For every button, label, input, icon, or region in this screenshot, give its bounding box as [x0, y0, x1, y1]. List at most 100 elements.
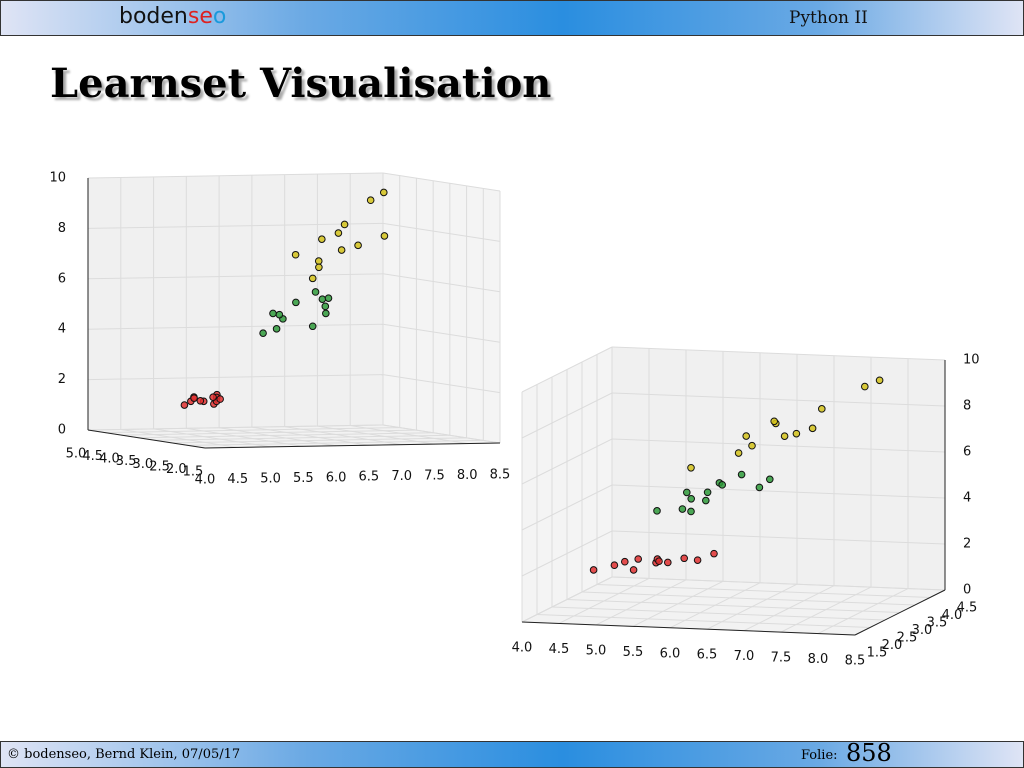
data-point: [380, 232, 389, 240]
grid-line: [87, 374, 384, 381]
grid-line: [154, 434, 450, 441]
data-point: [808, 424, 817, 433]
grid-line: [104, 427, 400, 434]
data-point: [629, 566, 638, 574]
data-point: [621, 557, 629, 566]
copyright: © bodenseo, Bernd Klein, 07/05/17: [7, 747, 241, 762]
z-tick-label: 6: [58, 271, 66, 286]
data-point: [792, 429, 801, 438]
data-point: [770, 417, 779, 426]
x-tick-label: 5.0: [260, 471, 281, 486]
z-tick-label: 10: [963, 353, 980, 368]
x-tick-label: 6.0: [326, 470, 347, 485]
data-point: [318, 295, 327, 303]
data-point: [655, 557, 663, 565]
data-point: [687, 495, 696, 503]
y-tick-label: 3.0: [912, 623, 933, 638]
x-tick-label: 8.5: [490, 468, 511, 483]
data-point: [755, 483, 764, 492]
data-point: [683, 488, 691, 497]
data-point: [308, 322, 317, 331]
data-point: [366, 196, 375, 205]
data-point: [259, 329, 267, 337]
x-tick-label: 6.5: [697, 648, 718, 663]
x-tick-label: 6.5: [359, 470, 380, 485]
data-point: [710, 549, 718, 558]
x-tick-label: 6.0: [660, 646, 681, 661]
x-tick-label: 4.0: [512, 641, 533, 656]
y-tick-label: 2.5: [897, 631, 918, 646]
logo-part: boden: [119, 4, 188, 29]
axis-line: [87, 429, 206, 449]
data-point: [634, 555, 643, 563]
grid-line: [521, 438, 613, 485]
slide-label: Folie:: [801, 748, 838, 763]
z-tick-label: 8: [963, 399, 971, 414]
data-point: [379, 188, 388, 197]
grid-line: [611, 438, 946, 453]
data-point: [687, 463, 695, 472]
data-point: [875, 376, 884, 385]
x-tick-label: 5.0: [586, 643, 607, 658]
data-point: [311, 288, 320, 296]
x-tick-label: 8.5: [845, 654, 866, 669]
grid-line: [611, 484, 946, 499]
y-tick-label: 4.0: [99, 452, 120, 467]
logo-part: se: [187, 4, 213, 29]
x-tick-label: 8.0: [457, 468, 478, 483]
y-tick-label: 5.0: [66, 447, 87, 462]
data-point: [308, 274, 317, 283]
grid-line: [611, 530, 946, 545]
data-point: [322, 309, 330, 318]
data-point: [275, 310, 284, 319]
axis-line: [204, 442, 501, 449]
back-pane: [612, 347, 945, 590]
data-point: [718, 481, 727, 489]
z-tick-label: 4: [963, 491, 971, 506]
grid-line: [87, 323, 384, 330]
y-tick-label: 4.0: [942, 608, 963, 623]
logo: bodenseo: [119, 4, 226, 29]
data-point: [734, 449, 743, 457]
charts: 4.0 4.5 5.0 5.5 6.0 6.5 7.0 7.5 8.0 8.51.52.02.53…: [49, 171, 980, 669]
data-point: [340, 220, 349, 229]
logo-part: o: [212, 4, 227, 29]
grid-line: [521, 530, 613, 577]
data-point: [291, 250, 300, 259]
data-point: [337, 246, 346, 254]
data-point: [780, 432, 789, 440]
data-point: [818, 405, 826, 413]
grid-line: [521, 576, 613, 623]
grid-line: [551, 606, 886, 621]
grid-line: [536, 614, 871, 628]
grid-line: [611, 576, 946, 591]
data-point: [680, 554, 689, 563]
x-tick-label: 4.5: [549, 642, 570, 657]
y-tick-label: 4.5: [82, 449, 103, 464]
x-tick-label: 7.5: [771, 651, 792, 666]
course-name: Python II: [789, 8, 868, 28]
grid-line: [382, 374, 501, 394]
x-tick-label: 7.0: [734, 649, 755, 664]
data-point: [292, 298, 300, 307]
grid-line: [87, 273, 384, 280]
grid-line: [566, 599, 901, 613]
data-point: [693, 556, 702, 564]
grid-line: [138, 432, 434, 439]
footer-bar: © bodenseo, Bernd Klein, 07/05/17 Folie:…: [0, 739, 1024, 768]
grid-line: [121, 429, 417, 436]
slide-title: Learnset Visualisation: [50, 60, 552, 107]
z-tick-label: 10: [49, 171, 66, 186]
grid-line: [382, 323, 501, 343]
data-point: [664, 558, 672, 567]
axis-line: [854, 589, 946, 636]
data-point: [737, 470, 746, 479]
data-point: [190, 394, 198, 402]
data-point: [678, 505, 687, 513]
x-tick-label: 4.5: [227, 472, 248, 487]
grid-line: [87, 172, 384, 179]
x-tick-label: 4.0: [195, 473, 216, 488]
grid-line: [382, 273, 501, 293]
grid-line: [171, 437, 467, 444]
